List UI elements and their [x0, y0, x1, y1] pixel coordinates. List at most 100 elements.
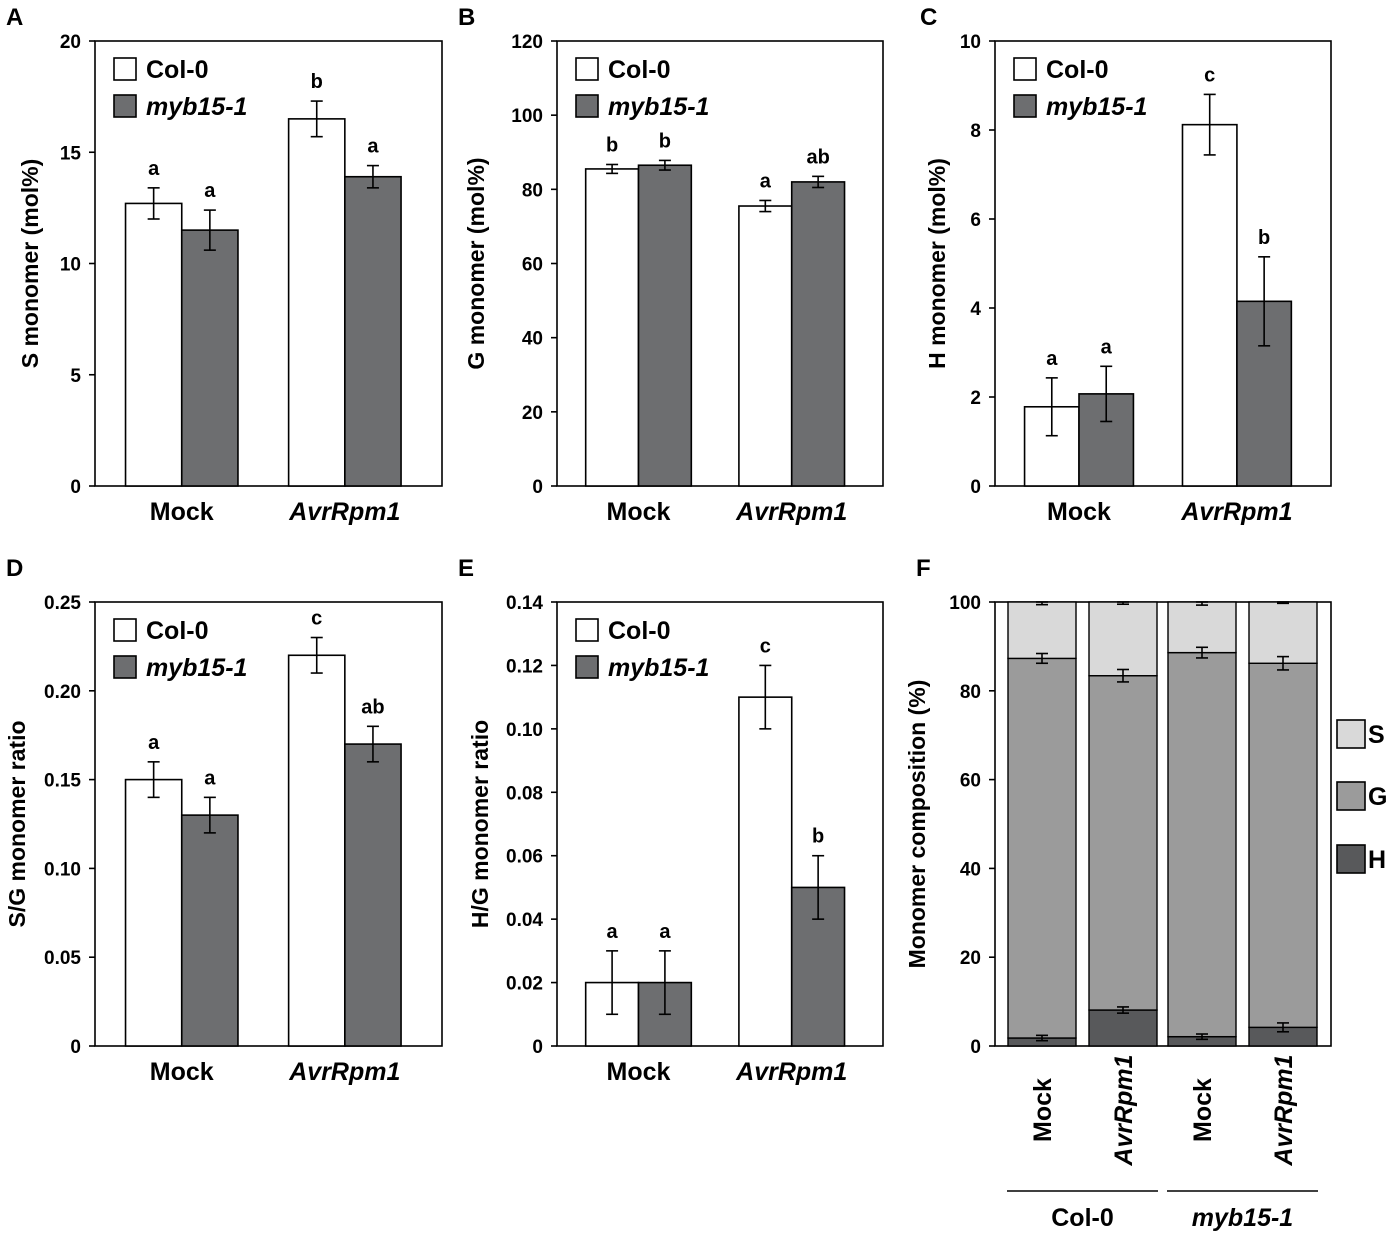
y-axis-label: G monomer (mol%) [463, 157, 489, 369]
panel-letter: D [6, 555, 23, 582]
y-tick-label: 10 [960, 32, 981, 53]
y-tick-label: 0 [532, 477, 543, 498]
legend-label: myb15-1 [1046, 93, 1147, 121]
x-category-label: AvrRpm1 [288, 1058, 400, 1086]
significance-letter: a [659, 921, 671, 943]
y-tick-label: 20 [522, 403, 543, 424]
significance-letter: b [812, 826, 824, 848]
y-tick-label: 100 [949, 593, 981, 614]
legend-label: Col-0 [1046, 56, 1109, 84]
x-category-label: Mock [150, 1058, 214, 1086]
significance-letter: c [760, 635, 771, 657]
y-tick-label: 8 [970, 121, 981, 142]
significance-letter: a [1101, 336, 1113, 358]
y-axis-label: S monomer (mol%) [17, 159, 43, 369]
panel-B: 0 20 40 60 80 100 120 G monomer (mol%) Bb b Mock a a… [458, 4, 884, 526]
x-category-label: Mock [607, 1058, 671, 1086]
legend-swatch-myb15-1 [113, 94, 137, 118]
legend-label: G [1368, 783, 1387, 811]
legend-swatch-myb15-1 [113, 655, 137, 679]
significance-letter: a [367, 136, 379, 158]
legend-label: myb15-1 [146, 654, 247, 682]
bar-col0 [124, 202, 183, 487]
y-tick-label: 0.15 [44, 771, 81, 792]
legend-label: Col-0 [608, 56, 671, 84]
y-tick-label: 0.02 [506, 974, 543, 995]
panel-letter: C [920, 4, 937, 31]
panel-letter: E [458, 555, 474, 582]
bar-col0 [738, 696, 793, 1047]
stacked-segment-G [1007, 657, 1077, 1039]
significance-letter: b [1258, 227, 1270, 249]
stacked-segment-H [1088, 1009, 1158, 1047]
legend-label: S [1368, 721, 1385, 749]
legend-swatch-col0 [575, 57, 599, 81]
y-tick-label: 120 [511, 32, 543, 53]
legend-label: Col-0 [146, 56, 209, 84]
y-tick-label: 80 [960, 682, 981, 703]
bar-col0 [124, 778, 183, 1047]
bar-col0 [738, 205, 793, 487]
stacked-segment-S [1088, 601, 1158, 677]
x-category-label: AvrRpm1 [1270, 1054, 1298, 1166]
x-category-label: AvrRpm1 [1180, 498, 1292, 526]
y-tick-label: 0 [532, 1037, 543, 1058]
y-tick-label: 0 [970, 1037, 981, 1058]
x-category-label: Mock [1047, 498, 1111, 526]
significance-letter: a [204, 180, 216, 202]
y-tick-label: 0 [70, 1037, 81, 1058]
plot-frame [994, 601, 1332, 1047]
panel-letter: B [458, 4, 475, 31]
legend-label: myb15-1 [146, 93, 247, 121]
plot-frame [556, 601, 884, 1047]
bar-col0 [1181, 123, 1238, 487]
stacked-segment-S [1007, 601, 1077, 660]
y-tick-label: 60 [522, 255, 543, 276]
bar-myb15-1 [180, 229, 239, 487]
y-tick-label: 0.05 [44, 948, 81, 969]
legend-swatch-H [1336, 844, 1366, 874]
y-tick-label: 0.06 [506, 847, 543, 868]
y-tick-label: 100 [511, 106, 543, 127]
x-category-label: Mock [1029, 1078, 1057, 1142]
legend-swatch-col0 [1013, 57, 1037, 81]
plot-frame [94, 601, 443, 1047]
group-label: Col-0 [1051, 1204, 1114, 1232]
x-category-label: AvrRpm1 [288, 498, 400, 526]
panel-C: 0 2 4 6 8 10 H monomer (mol%) Ca a Mock c b AvrRpm1 C… [920, 4, 1332, 526]
y-tick-label: 40 [960, 859, 981, 880]
legend-swatch-col0 [113, 57, 137, 81]
bar-myb15-1 [790, 181, 846, 487]
bar-col0 [584, 168, 640, 487]
significance-letter: c [311, 608, 322, 630]
y-tick-label: 0.14 [506, 593, 543, 614]
y-tick-label: 10 [60, 255, 81, 276]
legend-label: myb15-1 [608, 654, 709, 682]
significance-letter: ab [361, 696, 384, 718]
y-tick-label: 15 [60, 143, 82, 164]
bar-myb15-1 [344, 743, 402, 1047]
y-axis-label: S/G monomer ratio [4, 720, 30, 927]
y-tick-label: 0.12 [506, 656, 543, 677]
significance-letter: b [606, 134, 618, 156]
x-category-label: AvrRpm1 [1110, 1054, 1138, 1166]
significance-letter: a [204, 767, 216, 789]
legend-swatch-G [1336, 781, 1366, 811]
x-category-label: AvrRpm1 [735, 498, 847, 526]
significance-letter: a [148, 158, 160, 180]
bar-col0 [287, 654, 346, 1047]
y-tick-label: 0.04 [506, 910, 543, 931]
significance-letter: a [760, 170, 772, 192]
bar-myb15-1 [637, 164, 693, 487]
y-tick-label: 0 [70, 477, 81, 498]
y-tick-label: 20 [60, 32, 81, 53]
stacked-segment-G [1088, 675, 1158, 1011]
x-category-label: AvrRpm1 [735, 1058, 847, 1086]
x-category-label: Mock [150, 498, 214, 526]
stacked-segment-S [1167, 601, 1237, 654]
significance-letter: c [1204, 64, 1215, 86]
group-label: myb15-1 [1192, 1204, 1293, 1232]
significance-letter: a [148, 732, 160, 754]
y-tick-label: 60 [960, 771, 981, 792]
